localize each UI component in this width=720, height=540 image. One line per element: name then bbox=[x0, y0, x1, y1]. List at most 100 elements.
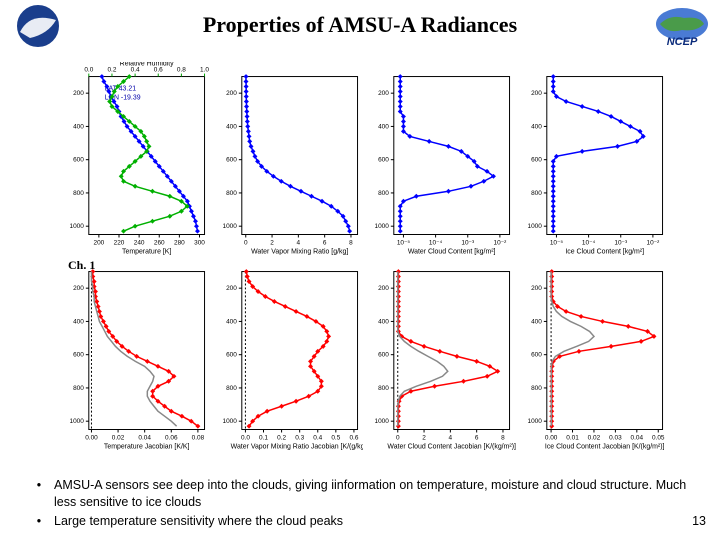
bullet-text: Large temperature sensitivity where the … bbox=[54, 513, 696, 530]
bullet-list: •AMSU-A sensors see deep into the clouds… bbox=[24, 477, 696, 530]
profile-panel-3: 200400600800100010⁻⁵10⁻⁴10⁻³10⁻²Ice Clou… bbox=[516, 62, 669, 257]
profile-panel-1: 200400600800100002468Water Vapor Mixing … bbox=[211, 62, 364, 257]
svg-text:600: 600 bbox=[73, 157, 84, 164]
slide: Properties of AMSU-A Radiances NCEP 2004… bbox=[0, 0, 720, 540]
noaa-logo-icon bbox=[8, 4, 68, 48]
svg-text:200: 200 bbox=[378, 285, 389, 292]
svg-text:10⁻³: 10⁻³ bbox=[461, 239, 475, 246]
svg-text:10⁻⁵: 10⁻⁵ bbox=[397, 239, 411, 246]
chart-row: 200 400 600 800 1000 0.00 0.0 2 0.04 0.06 0.08Temp… bbox=[58, 257, 668, 452]
svg-text:800: 800 bbox=[378, 190, 389, 197]
svg-text:0.0: 0.0 bbox=[240, 434, 249, 441]
svg-text:300: 300 bbox=[194, 239, 205, 246]
svg-text:0.1: 0.1 bbox=[259, 434, 268, 441]
svg-text:4: 4 bbox=[449, 434, 453, 441]
svg-text:6: 6 bbox=[322, 239, 326, 246]
svg-text:1000: 1000 bbox=[222, 223, 237, 230]
svg-text:0.8: 0.8 bbox=[177, 67, 186, 74]
svg-text:Temperature Jacobian [K/K]: Temperature Jacobian [K/K] bbox=[104, 443, 190, 450]
svg-text:800: 800 bbox=[226, 385, 237, 392]
bullet-dot-icon: • bbox=[24, 513, 54, 530]
svg-text:600: 600 bbox=[531, 157, 542, 164]
chart-row: 2004006008001000200220240260280300Temper… bbox=[58, 62, 668, 257]
page-title: Properties of AMSU-A Radiances bbox=[203, 12, 517, 38]
svg-text:800: 800 bbox=[226, 190, 237, 197]
profile-panel-0: 2004006008001000200220240260280300Temper… bbox=[58, 62, 211, 257]
bullet-dot-icon: • bbox=[24, 477, 54, 511]
svg-text:Temperature [K]: Temperature [K] bbox=[122, 248, 171, 255]
svg-text:10⁻²: 10⁻² bbox=[494, 239, 508, 246]
profile-panel-2: 200400600800100010⁻⁵10⁻⁴10⁻³10⁻²Water Cl… bbox=[363, 62, 516, 257]
svg-text:10⁻³: 10⁻³ bbox=[614, 239, 628, 246]
svg-text:400: 400 bbox=[378, 123, 389, 130]
svg-text:800: 800 bbox=[378, 385, 389, 392]
svg-text:Ice Cloud Content [kg/m²]: Ice Cloud Content [kg/m²] bbox=[565, 248, 644, 255]
svg-text:240: 240 bbox=[134, 239, 145, 246]
svg-text:Ice Cloud Content Jacobian [K/: Ice Cloud Content Jacobian [K/(kg/m²)] bbox=[544, 443, 664, 450]
svg-text:200: 200 bbox=[378, 90, 389, 97]
svg-text:Water Vapor Mixing Ratio [g/kg: Water Vapor Mixing Ratio [g/kg] bbox=[251, 248, 348, 255]
svg-text:0.04: 0.04 bbox=[138, 434, 151, 441]
svg-text:0.08: 0.08 bbox=[192, 434, 205, 441]
svg-text:200: 200 bbox=[73, 90, 84, 97]
svg-text:600: 600 bbox=[73, 352, 84, 359]
svg-text:0.3: 0.3 bbox=[295, 434, 304, 441]
svg-text:200: 200 bbox=[226, 285, 237, 292]
svg-text:0.01: 0.01 bbox=[566, 434, 579, 441]
svg-text:0.0: 0.0 bbox=[84, 67, 93, 74]
ncep-logo-icon: NCEP bbox=[652, 4, 712, 48]
svg-text:800: 800 bbox=[531, 190, 542, 197]
bullet-text: AMSU-A sensors see deep into the clouds,… bbox=[54, 477, 696, 511]
jacobian-panel-3: 20040060080010000.000.010.020.030.040.05… bbox=[516, 257, 669, 452]
svg-text:0.4: 0.4 bbox=[313, 434, 322, 441]
svg-text:400: 400 bbox=[226, 318, 237, 325]
svg-text:1000: 1000 bbox=[70, 223, 85, 230]
svg-text:0.06: 0.06 bbox=[165, 434, 178, 441]
svg-text:0.6: 0.6 bbox=[349, 434, 358, 441]
svg-text:200: 200 bbox=[93, 239, 104, 246]
svg-text:0.2: 0.2 bbox=[107, 67, 116, 74]
svg-text:0: 0 bbox=[243, 239, 247, 246]
svg-text:4: 4 bbox=[296, 239, 300, 246]
svg-text:8: 8 bbox=[501, 434, 505, 441]
svg-text:10⁻⁵: 10⁻⁵ bbox=[549, 239, 563, 246]
svg-text:10⁻⁴: 10⁻⁴ bbox=[429, 239, 443, 246]
svg-text:6: 6 bbox=[475, 434, 479, 441]
svg-text:10⁻⁴: 10⁻⁴ bbox=[581, 239, 595, 246]
chart-grid: 2004006008001000200220240260280300Temper… bbox=[58, 62, 668, 452]
svg-text:Relative Humidity: Relative Humidity bbox=[120, 62, 175, 68]
svg-text:800: 800 bbox=[531, 385, 542, 392]
svg-text:Water Vapor Mixing Ratio Jacob: Water Vapor Mixing Ratio Jacobian [K/(g/… bbox=[230, 443, 363, 450]
jacobian-panel-1: 20040060080010000.00.10.20.30.40.50.6Wat… bbox=[211, 257, 364, 452]
svg-text:1000: 1000 bbox=[222, 418, 237, 425]
svg-text:1000: 1000 bbox=[527, 223, 542, 230]
svg-text:800: 800 bbox=[73, 190, 84, 197]
svg-text:400: 400 bbox=[73, 123, 84, 130]
svg-text:200: 200 bbox=[73, 285, 84, 292]
svg-text:NCEP: NCEP bbox=[667, 36, 698, 48]
svg-text:1.0: 1.0 bbox=[200, 67, 209, 74]
svg-text:0: 0 bbox=[396, 434, 400, 441]
svg-text:400: 400 bbox=[378, 318, 389, 325]
svg-text:200: 200 bbox=[226, 90, 237, 97]
svg-text:10⁻²: 10⁻² bbox=[646, 239, 660, 246]
svg-text:8: 8 bbox=[349, 239, 353, 246]
svg-text:600: 600 bbox=[378, 157, 389, 164]
svg-text:800: 800 bbox=[73, 385, 84, 392]
svg-text:600: 600 bbox=[226, 157, 237, 164]
svg-text:260: 260 bbox=[154, 239, 165, 246]
svg-text:400: 400 bbox=[531, 123, 542, 130]
svg-text:0.03: 0.03 bbox=[609, 434, 622, 441]
svg-text:280: 280 bbox=[174, 239, 185, 246]
jacobian-panel-0: 20040060080010000.000.020.040.060.08Temp… bbox=[58, 257, 211, 452]
svg-text:0.00: 0.00 bbox=[85, 434, 98, 441]
svg-text:2: 2 bbox=[422, 434, 426, 441]
svg-text:400: 400 bbox=[531, 318, 542, 325]
header: Properties of AMSU-A Radiances NCEP bbox=[0, 0, 720, 50]
svg-text:0.4: 0.4 bbox=[131, 67, 140, 74]
svg-text:Water Cloud Content [kg/m²]: Water Cloud Content [kg/m²] bbox=[408, 248, 496, 255]
svg-text:600: 600 bbox=[378, 352, 389, 359]
jacobian-panel-2: 200400600800100002468Water Cloud Content… bbox=[363, 257, 516, 452]
svg-text:0.04: 0.04 bbox=[630, 434, 643, 441]
svg-text:0.00: 0.00 bbox=[544, 434, 557, 441]
